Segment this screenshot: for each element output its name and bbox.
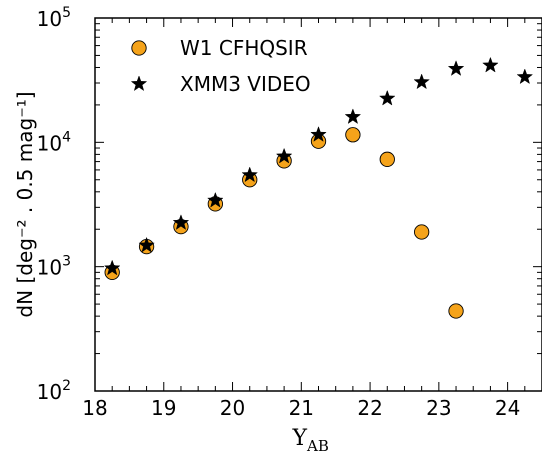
circle-point [448,303,464,319]
x-tick-label: 22 [357,396,382,420]
x-tick-label: 21 [289,396,314,420]
y-tick-label: 104 [37,129,71,155]
x-axis-label-main: Y [292,426,308,451]
star-point [241,166,259,183]
x-tick-label: 18 [82,396,107,420]
y-tick-exponent: 4 [62,129,71,145]
circle-point [414,224,430,240]
star-point [275,147,293,164]
y-tick-label: 105 [37,5,71,31]
x-axis-label-sub: AB [306,437,329,455]
star-point [516,68,534,85]
star-point [138,236,155,253]
y-tick-exponent: 5 [62,5,71,21]
star-point [413,73,430,90]
legend-entry-label: XMM3 VIDEO [180,72,311,96]
star-point [447,60,465,76]
y-tick-base: 10 [37,380,62,404]
star-point [172,214,190,230]
x-tick-label: 20 [220,396,245,420]
x-tick-label: 23 [426,396,451,420]
y-tick-base: 10 [37,256,62,280]
circle-point [379,151,395,167]
plot-area [94,17,542,392]
legend-entry-label: W1 CFHQSIR [180,36,308,60]
star-point [344,108,362,125]
star-point [207,191,224,208]
circle-point [345,127,361,143]
legend: W1 CFHQSIR XMM3 VIDEO [130,36,311,96]
star-point [482,56,499,73]
star-point [103,259,121,276]
x-tick-label: 24 [495,396,520,420]
marks [103,56,534,319]
star-point [378,89,396,106]
y-tick-base: 10 [37,7,62,31]
plot-frame [94,17,542,392]
y-tick-base: 10 [37,131,62,155]
y-axis-label: dN [deg⁻² . 0.5 mag⁻¹] [13,91,37,317]
star-point [310,126,327,142]
x-tick-label: 19 [151,396,176,420]
legend-marker [130,75,148,92]
y-tick-label: 102 [37,378,71,404]
y-tick-exponent: 2 [62,378,71,394]
legend-marker [131,40,147,56]
y-tick-label: 103 [37,254,71,280]
x-axis-label: YAB [292,426,329,455]
y-tick-exponent: 3 [62,254,71,270]
